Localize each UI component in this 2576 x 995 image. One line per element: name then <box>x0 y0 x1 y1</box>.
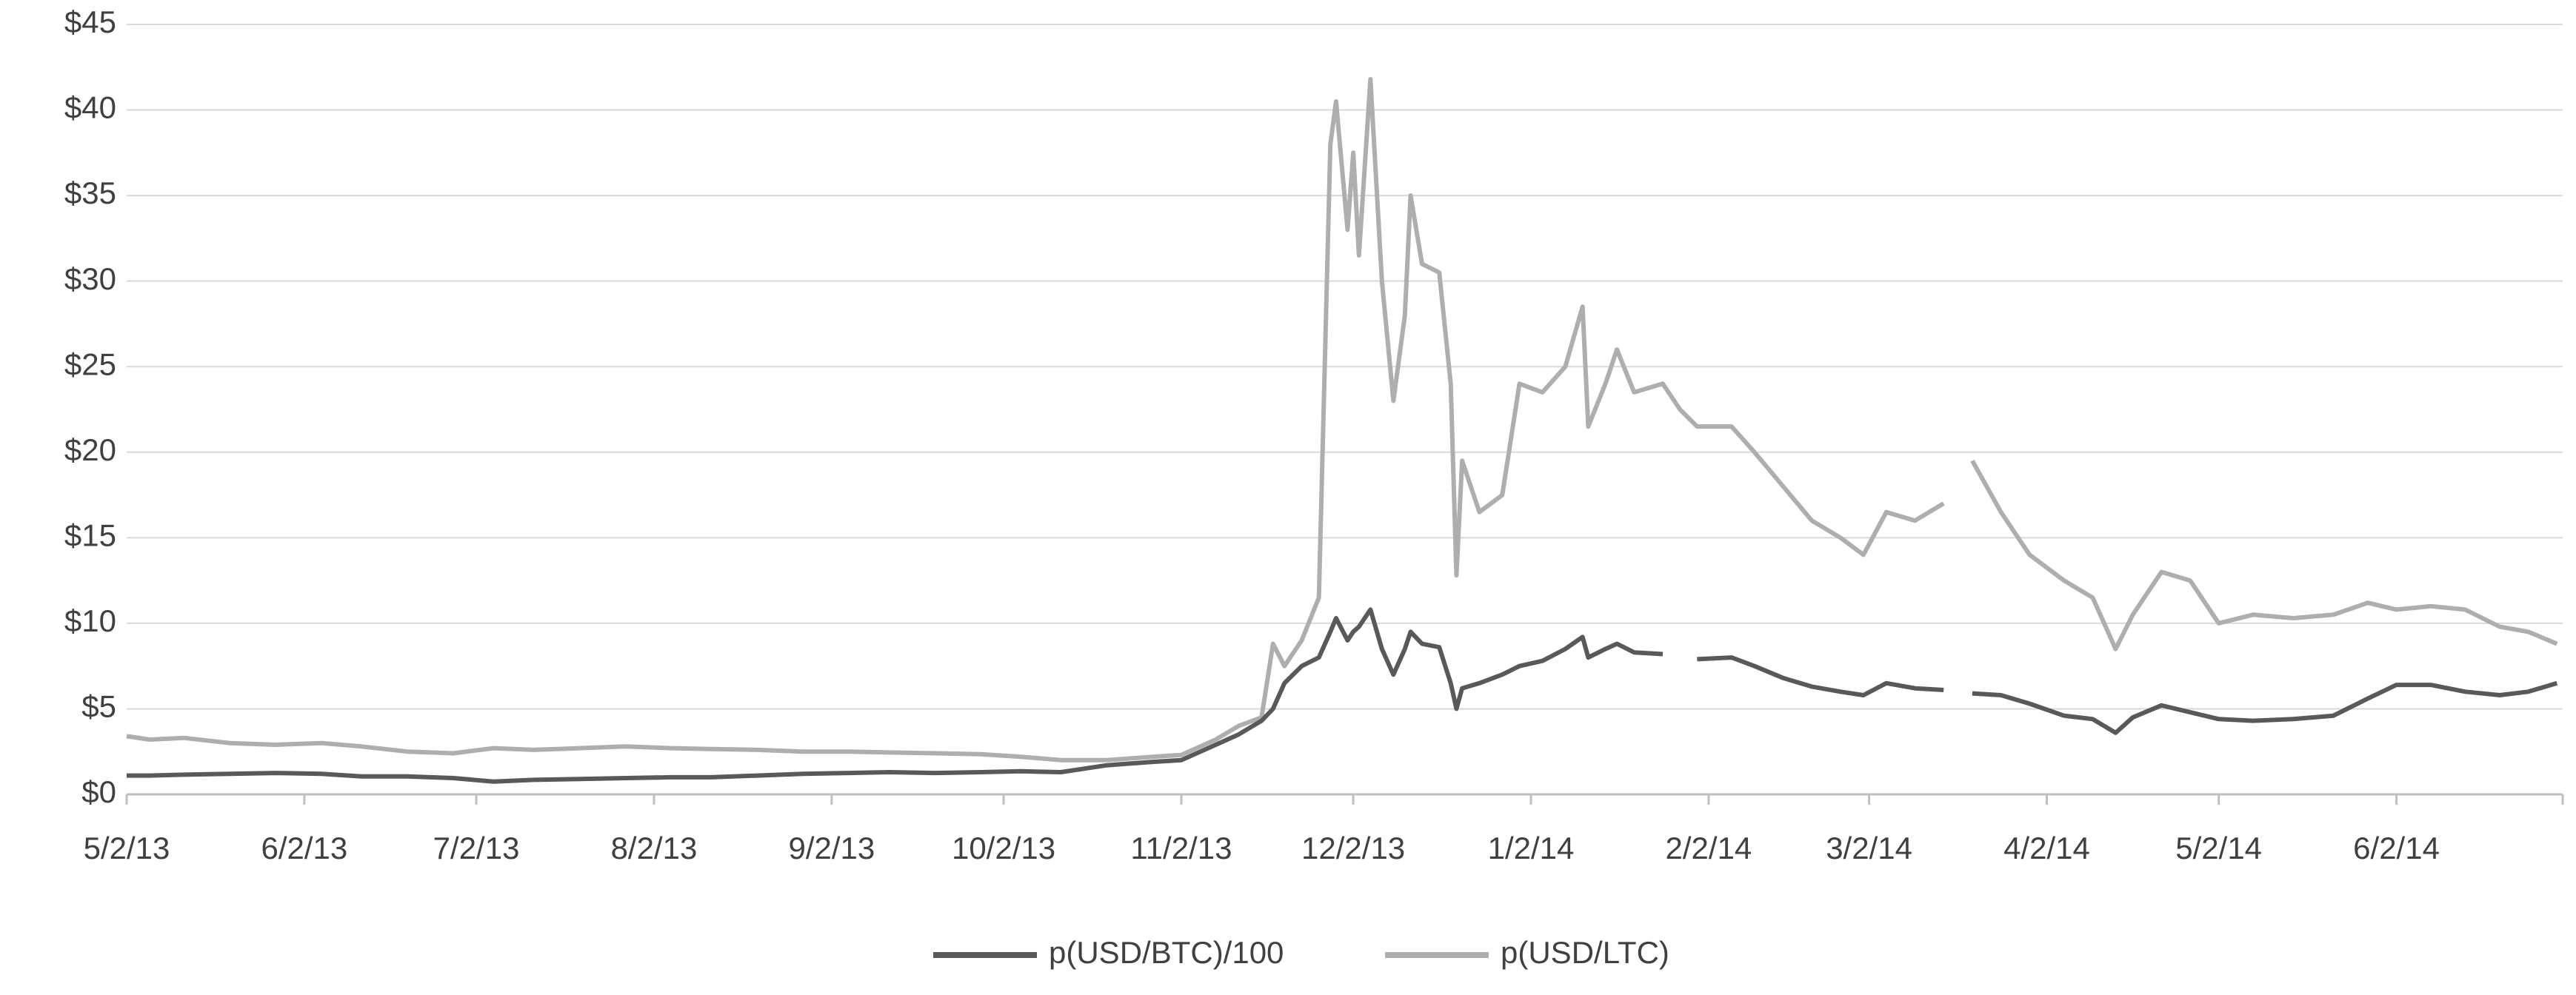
series-line <box>127 607 2558 784</box>
y-tick-label: $45 <box>64 4 116 39</box>
x-tick-label: 11/2/13 <box>1130 831 1232 865</box>
x-tick-label: 9/2/13 <box>788 831 875 865</box>
y-tick-label: $20 <box>64 432 116 467</box>
y-tick-label: $30 <box>64 261 116 296</box>
x-tick-label: 1/2/14 <box>1488 831 1575 865</box>
y-tick-label: $35 <box>64 175 116 210</box>
legend-label: p(USD/LTC) <box>1501 935 1669 970</box>
legend-label: p(USD/BTC)/100 <box>1049 935 1284 970</box>
y-tick-label: $15 <box>64 517 116 552</box>
y-tick-label: $5 <box>81 689 116 724</box>
x-tick-label: 8/2/13 <box>611 831 698 865</box>
x-tick-label: 7/2/13 <box>433 831 520 865</box>
y-tick-label: $10 <box>64 603 116 638</box>
x-tick-label: 6/2/14 <box>2353 831 2440 865</box>
x-tick-label: 4/2/14 <box>2003 831 2090 865</box>
x-tick-label: 5/2/14 <box>2175 831 2262 865</box>
y-tick-label: $40 <box>64 90 116 125</box>
x-tick-label: 10/2/13 <box>952 831 1055 865</box>
x-tick-label: 5/2/13 <box>84 831 170 865</box>
y-tick-label: $0 <box>81 774 116 809</box>
series-line <box>126 77 2558 763</box>
x-tick-label: 6/2/13 <box>261 831 348 865</box>
x-tick-label: 3/2/14 <box>1826 831 1912 865</box>
x-tick-label: 12/2/13 <box>1301 831 1405 865</box>
y-tick-label: $25 <box>64 346 116 381</box>
x-tick-label: 2/2/14 <box>1666 831 1752 865</box>
